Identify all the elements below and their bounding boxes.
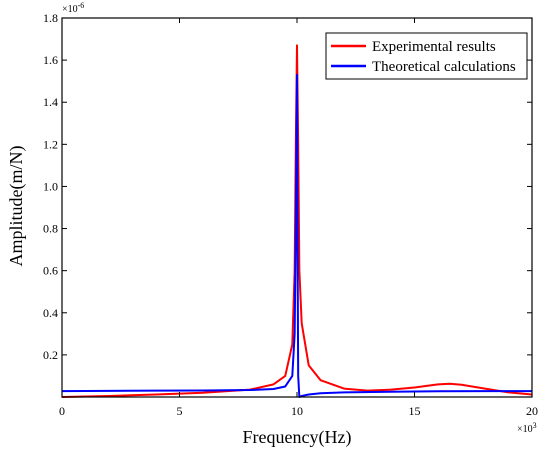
series-line-1 [61,73,532,398]
y-tick-label: 1.4 [43,95,58,109]
x-multiplier-label: ×103 [517,421,537,435]
axes: 0 5 10 15 20 0.2 0.4 0.6 0.8 1.0 1.2 1.4 1.6 1.8 [43,11,538,418]
legend-label-theoretical: Theoretical calculations [372,59,516,75]
y-tick-label: 0.6 [43,264,58,278]
x-tick-label: 10 [291,404,303,418]
x-tick-label: 0 [59,404,65,418]
y-tick-label: 1.2 [43,137,58,151]
plot-area [61,44,533,398]
x-axis-label: Frequency(Hz) [243,427,352,448]
x-tick-label: 15 [409,404,421,418]
legend-box [325,32,528,80]
y-tick-label: 0.8 [43,222,58,236]
x-tick-label: 20 [526,404,538,418]
x-tick-label: 5 [177,404,183,418]
series-line-0 [61,44,533,398]
legend-label-experimental: Experimental results [372,39,496,55]
y-tick-label: 0.4 [43,306,58,320]
y-multiplier-label: ×10-6 [62,1,84,15]
y-axis-label: Amplitude(m/N) [6,146,27,267]
y-tick-label: 0.2 [43,348,58,362]
y-tick-label: 1.8 [43,11,58,25]
legend: Experimental results Theoretical calcula… [325,32,528,80]
y-tick-label: 1.0 [43,179,58,193]
y-tick-label: 1.6 [43,53,58,67]
